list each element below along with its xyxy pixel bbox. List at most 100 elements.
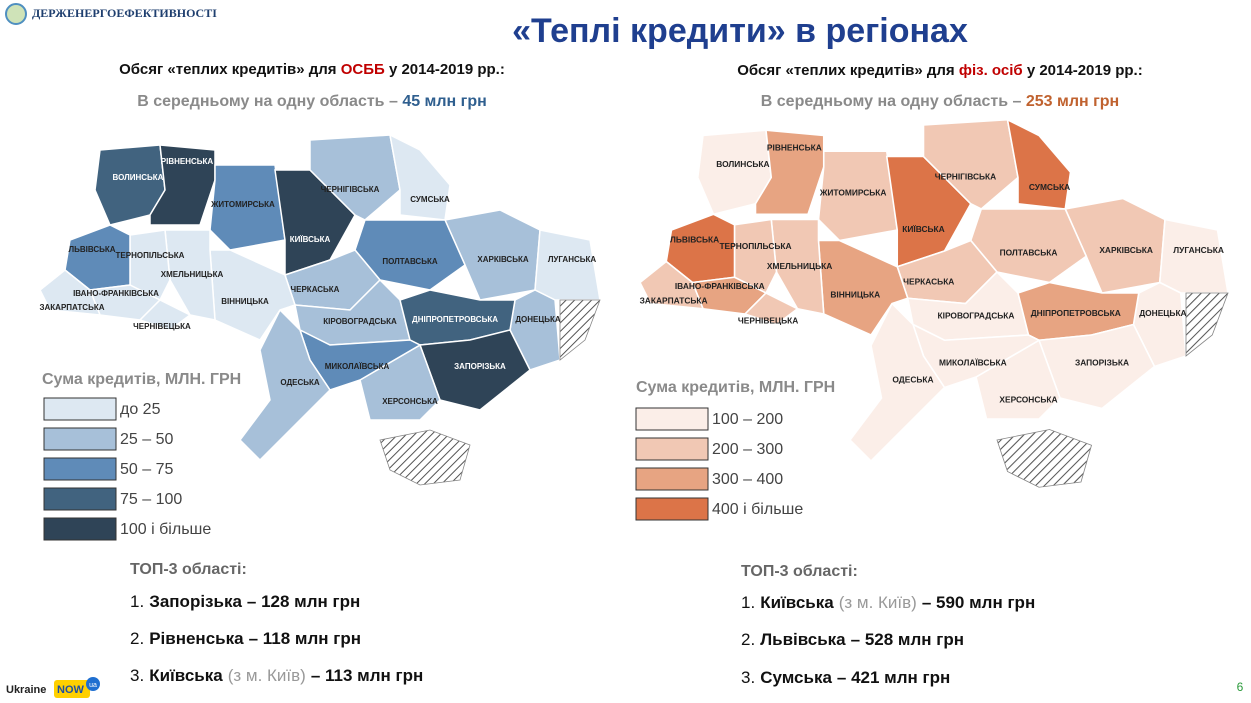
top3-note: (з м. Київ) [228, 666, 306, 685]
legend-swatch [635, 467, 709, 491]
region-label: ВОЛИНСЬКА [716, 159, 769, 169]
top3-rank: 2. [130, 629, 144, 648]
map-average: В середньому на одну область – 253 млн г… [761, 93, 1119, 110]
legend-swatch [635, 497, 709, 521]
brand-ua-circle [86, 677, 100, 691]
top3-item: 1. Київська (з м. Київ) – 590 млн грн [741, 593, 1035, 612]
top3-rest: – 421 млн грн [837, 668, 950, 687]
region-label: РІВНЕНСЬКА [767, 142, 822, 152]
region [1158, 218, 1229, 294]
slide-title: «Теплі кредити» в регіонах [512, 12, 968, 50]
map-average: В середньому на одну область – 45 млн гр… [137, 93, 487, 110]
legend-title: Сума кредитів, МЛН. ГРН [636, 379, 835, 396]
crimea [379, 429, 471, 486]
top3-item: 3. Сумська – 421 млн грн [741, 668, 950, 687]
region-label: ПОЛТАВСЬКА [382, 257, 437, 266]
region-label: ПОЛТАВСЬКА [1000, 247, 1058, 257]
region-label: СУМСЬКА [1029, 182, 1070, 192]
occupied-east [1185, 292, 1229, 357]
legend-label: 200 – 300 [712, 441, 783, 458]
legend-swatch [43, 517, 117, 541]
region-label: СУМСЬКА [410, 195, 450, 204]
legend-label: 300 – 400 [712, 471, 783, 488]
region-label: КІРОВОГРАДСЬКА [938, 310, 1015, 320]
top3-region: Запорізька [149, 592, 242, 611]
region-label: МИКОЛАЇВСЬКА [325, 362, 390, 371]
legend-label: 75 – 100 [120, 491, 182, 508]
top3-region: Київська [149, 666, 223, 685]
region-label: ХМЕЛЬНИЦЬКА [767, 261, 832, 271]
average-pre: В середньому на одну область – [761, 93, 1026, 110]
region-label: ХЕРСОНСЬКА [382, 397, 438, 406]
top3-rest: – 528 млн грн [851, 630, 964, 649]
average-value: 45 млн грн [402, 93, 486, 110]
region-label: ЛЬВІВСЬКА [670, 235, 719, 245]
top3-rest: – 590 млн грн [922, 593, 1035, 612]
region-label: ЗАПОРІЗЬКА [1075, 358, 1129, 368]
region-label: ЗАКАРПАТСЬКА [40, 303, 105, 312]
region-label: ЧЕРНІГІВСЬКА [321, 185, 380, 194]
legend-swatch [635, 407, 709, 431]
region-label: ДНІПРОПЕТРОВСЬКА [412, 315, 498, 324]
region-label: КИЇВСЬКА [290, 235, 331, 244]
region-label: ВІННИЦЬКА [830, 289, 880, 299]
legend-swatch [43, 457, 117, 481]
region-label: ХАРКІВСЬКА [477, 255, 528, 264]
legend-label: 400 і більше [712, 501, 803, 518]
top3-rest: – 118 млн грн [249, 629, 361, 648]
region-label: ДНІПРОПЕТРОВСЬКА [1031, 308, 1121, 318]
map: ВОЛИНСЬКА РІВНЕНСЬКА ЖИТОМИРСЬКА КИЇВСЬКА ЧЕ… [639, 118, 1229, 488]
crimea [996, 429, 1093, 488]
subtitle-pre: Обсяг «теплих кредитів» для [737, 62, 959, 79]
region-label: ЧЕРКАСЬКА [291, 285, 340, 294]
region-label: ДОНЕЦЬКА [1139, 308, 1186, 318]
top3-region: Львівська [760, 630, 846, 649]
legend-label: 100 – 200 [712, 411, 783, 428]
region-label: ЧЕРКАСЬКА [903, 277, 954, 287]
occupied-east [559, 299, 601, 361]
region [239, 308, 331, 462]
region-label: ЛУГАНСЬКА [548, 255, 597, 264]
region-label: ЧЕРНІВЕЦЬКА [738, 316, 798, 326]
top3-rank: 3. [130, 666, 144, 685]
top3-item: 3. Київська (з м. Київ) – 113 млн грн [130, 666, 423, 685]
region [388, 133, 451, 221]
region-label: ЛЬВІВСЬКА [68, 245, 115, 254]
region [743, 292, 799, 326]
region-label: ХЕРСОНСЬКА [999, 394, 1057, 404]
region-label: ТЕРНОПІЛЬСЬКА [719, 241, 791, 251]
brand-box [54, 680, 90, 698]
region-label: КІРОВОГРАДСЬКА [323, 317, 397, 326]
top3-region: Рівненська [149, 629, 244, 648]
region-label: ОДЕСЬКА [280, 378, 320, 387]
top3-item: 1. Запорізька – 128 млн грн [130, 592, 360, 611]
region [39, 269, 102, 316]
region-label: ЧЕРНІВЕЦЬКА [133, 322, 191, 331]
region-label: ТЕРНОПІЛЬСЬКА [116, 251, 185, 260]
legend-swatch [635, 437, 709, 461]
subtitle-highlight: фіз. осіб [959, 62, 1023, 79]
top3-note: (з м. Київ) [839, 593, 917, 612]
logo-text: ДЕРЖЕНЕРГОЕФЕКТИВНОСТІ [32, 6, 217, 20]
region-label: ХМЕЛЬНИЦЬКА [161, 270, 224, 279]
region [138, 299, 192, 331]
subtitle-pre: Обсяг «теплих кредитів» для [119, 61, 341, 78]
subtitle-highlight: ОСББ [341, 61, 385, 78]
region-label: ЛУГАНСЬКА [1173, 245, 1224, 255]
region-label: ЖИТОМИРСЬКА [210, 200, 275, 209]
top3-item: 2. Рівненська – 118 млн грн [130, 629, 361, 648]
brand-now: NOW [57, 684, 85, 696]
region-label: ОДЕСЬКА [892, 374, 933, 384]
top3-item: 2. Львівська – 528 млн грн [741, 630, 964, 649]
legend-title: Сума кредитів, МЛН. ГРН [42, 371, 241, 388]
region [848, 302, 946, 463]
brand-ua: ua [89, 682, 97, 689]
region-label: КИЇВСЬКА [902, 224, 944, 234]
legend-swatch [43, 487, 117, 511]
maps: Обсяг «теплих кредитів» для ОСББ у 2014-… [39, 61, 1229, 687]
subtitle-post: у 2014-2019 рр.: [1023, 62, 1143, 79]
region [149, 144, 216, 226]
map-subtitle: Обсяг «теплих кредитів» для фіз. осіб у … [737, 62, 1142, 79]
legend-label: 100 і більше [120, 521, 211, 538]
